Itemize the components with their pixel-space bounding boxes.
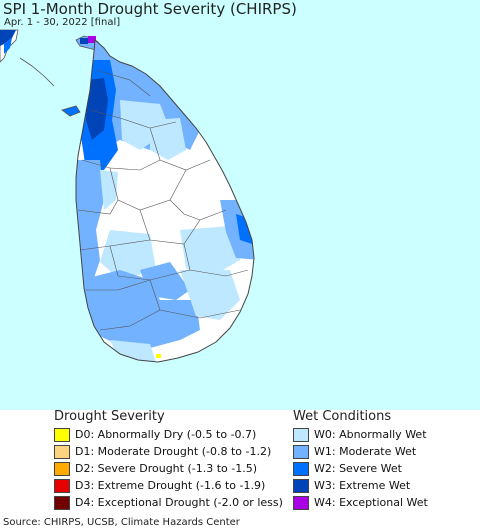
legend-label-d3: D3: Extreme Drought (-1.6 to -1.9) (75, 479, 266, 492)
swatch-w3 (293, 478, 309, 493)
swatch-d0 (54, 427, 70, 442)
legend-label-d2: D2: Severe Drought (-1.3 to -1.5) (75, 462, 258, 475)
india-wet-patch (0, 30, 16, 46)
mannar-island (61, 105, 81, 117)
legend-item-d2: D2: Severe Drought (-1.3 to -1.5) (54, 460, 283, 477)
swatch-d4 (54, 495, 70, 510)
legend-label-w0: W0: Abnormally Wet (314, 428, 427, 441)
source-credit: Source: CHIRPS, UCSB, Climate Hazards Ce… (3, 517, 240, 528)
legend-item-w2: W2: Severe Wet (293, 460, 428, 477)
swatch-w1 (293, 444, 309, 459)
drought-legend: D0: Abnormally Dry (-0.5 to -0.7) D1: Mo… (54, 426, 283, 511)
map-title: SPI 1-Month Drought Severity (CHIRPS) (3, 0, 297, 18)
legend-label-w4: W4: Exceptional Wet (314, 496, 428, 509)
swatch-d3 (54, 478, 70, 493)
legend-label-d4: D4: Exceptional Drought (-2.0 or less) (75, 496, 283, 509)
swatch-d1 (54, 444, 70, 459)
swatch-d2 (54, 461, 70, 476)
district-boundaries (77, 69, 249, 331)
wet-condition-overlay (76, 40, 254, 362)
legend-item-w3: W3: Extreme Wet (293, 477, 428, 494)
exceptional-wet-patch (88, 36, 96, 43)
map-subtitle: Apr. 1 - 30, 2022 [final] (4, 17, 121, 28)
india-wet-patch-2 (4, 38, 12, 54)
legend-item-w0: W0: Abnormally Wet (293, 426, 428, 443)
legend-label-w1: W1: Moderate Wet (314, 445, 417, 458)
island-outline (75, 38, 255, 363)
india-coast-line (19, 57, 55, 87)
legend-label-d0: D0: Abnormally Dry (-0.5 to -0.7) (75, 428, 257, 441)
drought-legend-title: Drought Severity (54, 409, 165, 424)
legend-item-d3: D3: Extreme Drought (-1.6 to -1.9) (54, 477, 283, 494)
legend-item-w4: W4: Exceptional Wet (293, 494, 428, 511)
wet-legend: W0: Abnormally Wet W1: Moderate Wet W2: … (293, 426, 428, 511)
sri-lanka-map-svg (0, 29, 255, 363)
drought-map: SPI 1-Month Drought Severity (CHIRPS) Ap… (0, 0, 480, 410)
extreme-wet-patch-north (80, 38, 88, 44)
legend-item-w1: W1: Moderate Wet (293, 443, 428, 460)
swatch-w0 (293, 427, 309, 442)
legend-label-w3: W3: Extreme Wet (314, 479, 411, 492)
legend-item-d0: D0: Abnormally Dry (-0.5 to -0.7) (54, 426, 283, 443)
legend-item-d1: D1: Moderate Drought (-0.8 to -1.2) (54, 443, 283, 460)
legend-label-w2: W2: Severe Wet (314, 462, 402, 475)
swatch-w4 (293, 495, 309, 510)
wet-legend-title: Wet Conditions (293, 409, 392, 424)
legend-item-d4: D4: Exceptional Drought (-2.0 or less) (54, 494, 283, 511)
swatch-w2 (293, 461, 309, 476)
legend-label-d1: D1: Moderate Drought (-0.8 to -1.2) (75, 445, 272, 458)
